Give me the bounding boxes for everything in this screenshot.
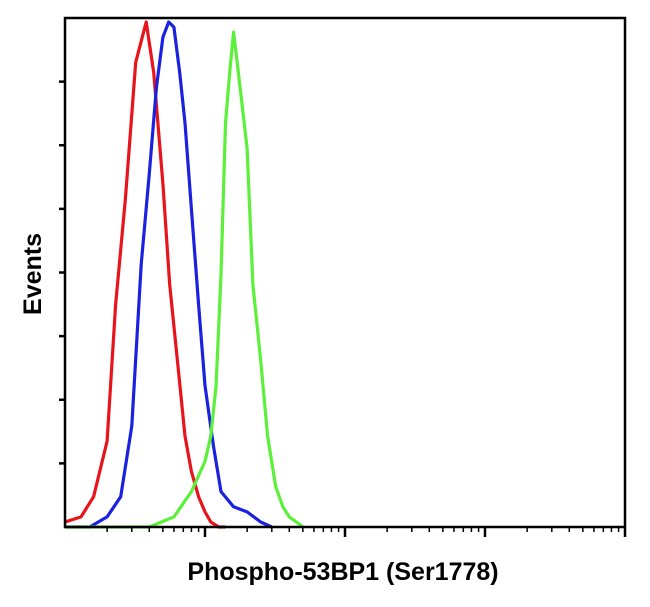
plot-frame xyxy=(63,16,627,529)
series-line-3 xyxy=(65,30,304,529)
series-line-1 xyxy=(64,20,226,529)
axes xyxy=(59,16,627,537)
x-axis-label: Phospho-53BP1 (Ser1778) xyxy=(187,558,498,586)
plot-area xyxy=(64,20,304,529)
y-axis-label: Events xyxy=(19,233,47,315)
series-line-2 xyxy=(65,20,273,529)
